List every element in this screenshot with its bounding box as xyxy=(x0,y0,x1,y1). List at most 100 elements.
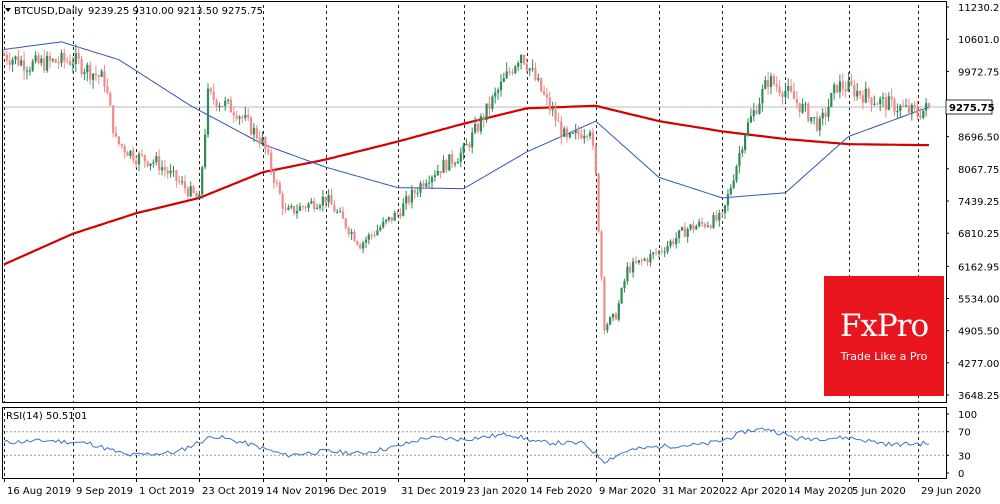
candle-bear xyxy=(267,149,270,153)
candle-bull xyxy=(864,88,867,103)
candle-bull xyxy=(611,313,615,318)
candle-bear xyxy=(183,181,187,189)
candle-bear xyxy=(655,252,658,254)
candle-bear xyxy=(597,173,600,232)
candle-bear xyxy=(594,145,597,174)
candle-bull xyxy=(71,63,74,65)
candle-bull xyxy=(726,194,729,206)
candle-bear xyxy=(97,75,100,77)
candle-bear xyxy=(565,128,569,138)
candle-bull xyxy=(74,53,77,64)
candle-bear xyxy=(89,64,92,80)
candle-bear xyxy=(126,152,129,156)
rsi-axis-label: 0 xyxy=(958,469,964,480)
price-axis-label: 4277.00 xyxy=(958,359,999,370)
candle-bear xyxy=(815,117,819,131)
candle-bear xyxy=(508,71,511,73)
candle-bear xyxy=(284,209,287,210)
candle-bear xyxy=(117,136,120,144)
candle-bear xyxy=(715,215,718,221)
date-label: 22 Apr 2020 xyxy=(725,486,787,497)
candle-bull xyxy=(657,250,661,254)
candle-bull xyxy=(252,127,255,135)
candle-bear xyxy=(66,60,69,62)
candle-bull xyxy=(456,161,459,164)
candle-bull xyxy=(60,52,63,63)
current-price-label: 9275.75 xyxy=(949,103,995,114)
candle-bear xyxy=(8,60,11,65)
candle-bear xyxy=(370,234,373,236)
candle-bull xyxy=(453,163,457,165)
candle-bull xyxy=(574,130,577,134)
candle-bull xyxy=(310,201,313,204)
candle-bull xyxy=(879,98,882,105)
candle-bear xyxy=(293,206,296,214)
candle-bear xyxy=(57,62,60,64)
candle-bear xyxy=(281,193,284,209)
candle-bull xyxy=(904,105,908,107)
candle-bull xyxy=(637,260,640,263)
candle-bear xyxy=(330,195,333,205)
candle-bear xyxy=(229,99,232,113)
candle-bull xyxy=(502,78,505,82)
candle-bear xyxy=(135,160,138,165)
candle-bull xyxy=(485,103,488,121)
logo-tagline: Trade Like a Pro xyxy=(840,350,928,363)
candle-bull xyxy=(899,105,902,111)
price-axis-label: 10601.00 xyxy=(958,35,1000,46)
candle-bear xyxy=(548,97,551,111)
candle-bull xyxy=(718,213,721,221)
candle-bear xyxy=(344,218,347,228)
candle-bull xyxy=(224,100,227,106)
candle-bull xyxy=(804,103,807,105)
candle-bull xyxy=(155,156,158,163)
fxpro-logo: FxPro Trade Like a Pro xyxy=(824,276,944,396)
candle-bull xyxy=(749,116,752,123)
candle-bull xyxy=(680,227,684,231)
date-label: 23 Oct 2019 xyxy=(202,486,264,497)
candle-bear xyxy=(795,99,798,103)
candle-bull xyxy=(204,134,207,168)
candle-bear xyxy=(407,196,411,203)
candle-bear xyxy=(272,170,276,183)
candle-bear xyxy=(2,54,6,56)
candle-bull xyxy=(83,72,86,74)
candle-bear xyxy=(721,213,724,214)
candle-bull xyxy=(31,61,34,71)
candle-bear xyxy=(69,61,72,65)
candle-bear xyxy=(390,217,393,221)
candle-bear xyxy=(884,97,887,110)
candle-bull xyxy=(517,63,520,67)
candle-bear xyxy=(683,227,686,237)
candle-bull xyxy=(410,189,413,203)
candle-bull xyxy=(723,205,727,214)
rsi-panel-frame xyxy=(2,407,947,479)
candle-bear xyxy=(591,132,594,146)
candle-bull xyxy=(28,70,31,72)
candle-bull xyxy=(623,280,626,289)
candle-bear xyxy=(534,68,537,80)
candle-bear xyxy=(488,103,491,109)
candle-bull xyxy=(732,180,735,188)
ma-short-line xyxy=(3,41,930,199)
candle-bear xyxy=(114,132,118,137)
candle-bear xyxy=(132,150,135,161)
candle-bear xyxy=(603,277,606,331)
candle-bull xyxy=(669,241,672,246)
candle-bull xyxy=(505,71,508,79)
candle-bear xyxy=(927,103,931,107)
candle-bull xyxy=(86,64,89,73)
date-label: 23 Jan 2020 xyxy=(467,486,527,497)
candle-bear xyxy=(399,213,402,216)
candle-bull xyxy=(531,68,534,70)
candle-bear xyxy=(94,73,97,76)
candle-bear xyxy=(445,160,448,171)
candle-bear xyxy=(413,189,416,193)
candle-bear xyxy=(841,81,844,90)
candle-bull xyxy=(833,84,836,94)
candle-bear xyxy=(646,259,649,263)
candle-bear xyxy=(798,103,801,113)
candle-bull xyxy=(387,217,390,220)
rsi-axis-label: 100 xyxy=(958,410,977,421)
date-label: 29 Jun 2020 xyxy=(921,486,981,497)
